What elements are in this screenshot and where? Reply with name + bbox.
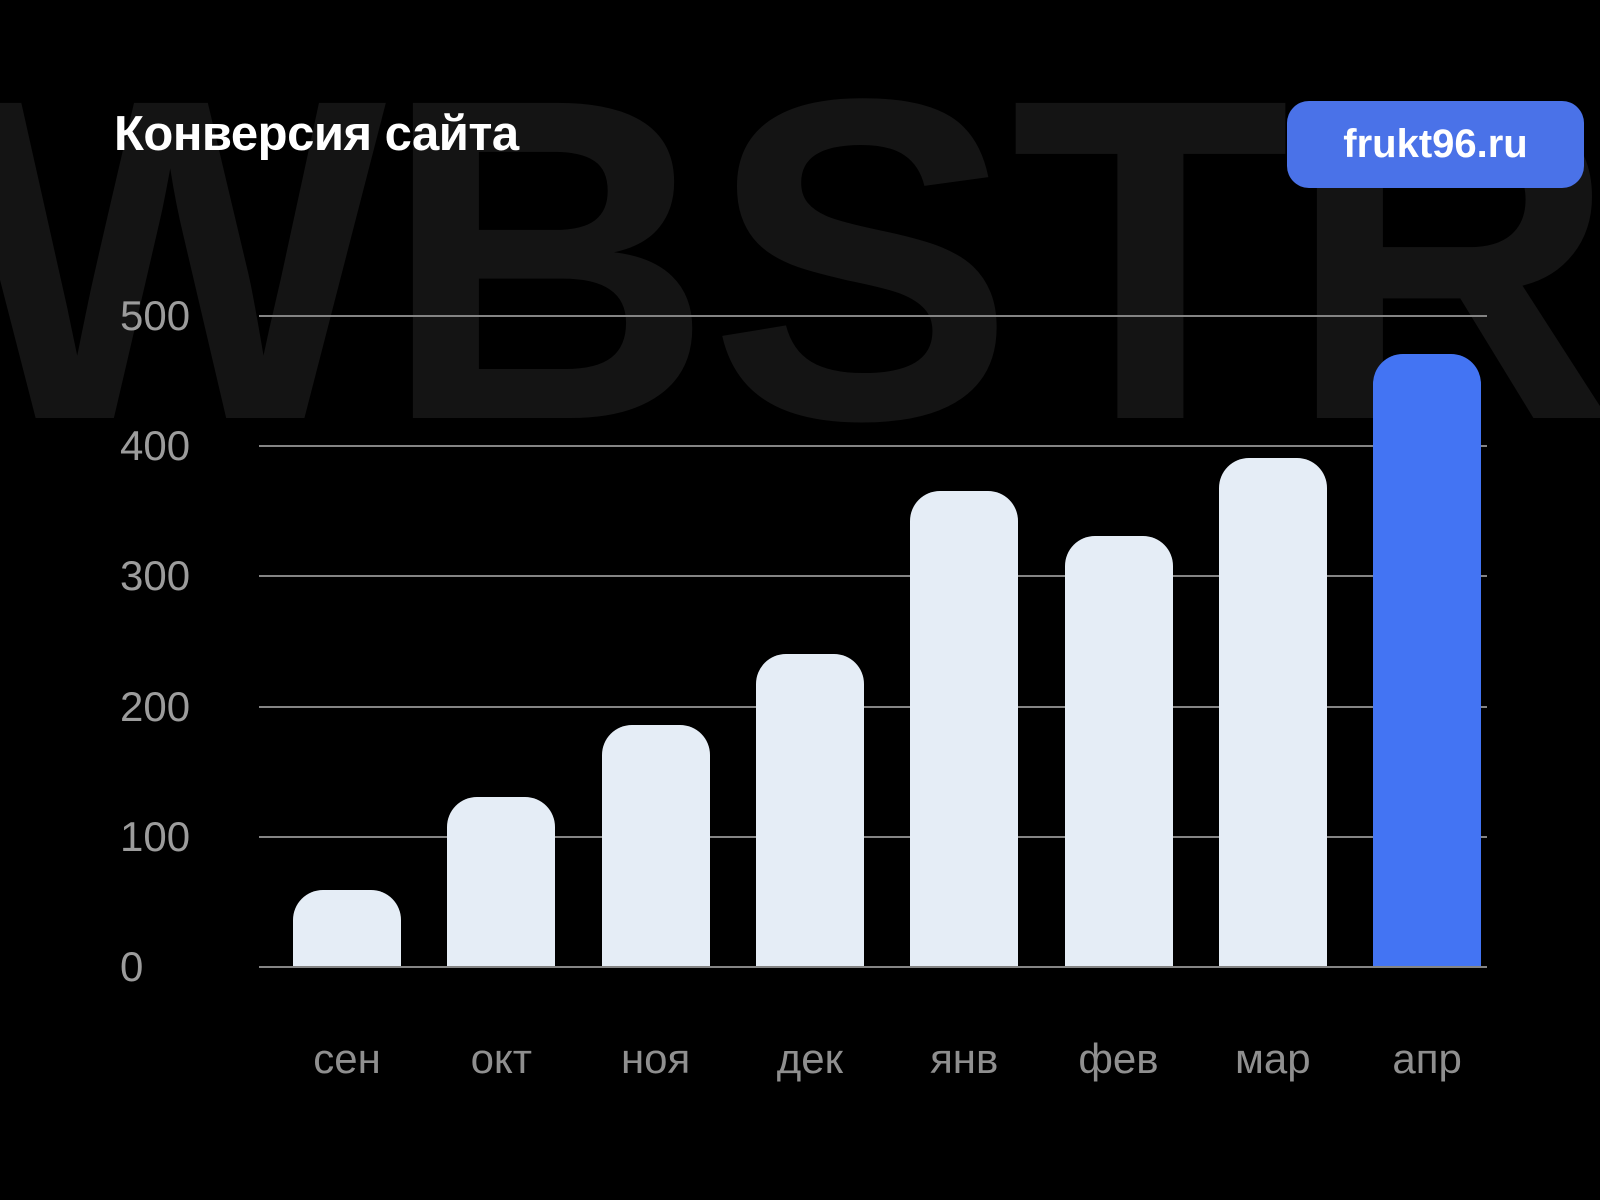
x-axis-label-4: дек (776, 1035, 844, 1082)
bar-5-янв (910, 490, 1019, 966)
gridline-400 (259, 445, 1487, 448)
y-axis-label-500: 500 (120, 292, 191, 339)
gridline-0 (259, 966, 1487, 968)
y-axis-label-100: 100 (120, 812, 191, 860)
x-axis-label-5: янв (930, 1035, 999, 1082)
bar-2-окт (447, 796, 556, 966)
x-axis-label-7: мар (1235, 1035, 1311, 1082)
x-axis-label-8: апр (1392, 1035, 1462, 1082)
bar-4-дек (755, 653, 864, 966)
bar-7-мар (1218, 458, 1327, 966)
y-axis-label-400: 400 (120, 422, 191, 470)
gridline-300 (259, 575, 1487, 578)
y-axis-label-0: 0 (120, 943, 144, 990)
gridline-200 (259, 705, 1487, 708)
y-axis-label-200: 200 (120, 682, 191, 730)
page-title: Конверсия сайта (114, 107, 519, 161)
y-axis-label-300: 300 (120, 552, 191, 600)
bar-6-фев (1064, 536, 1173, 966)
x-axis-label-3: ноя (620, 1035, 691, 1082)
background-watermark-text: WBSTR (0, 4, 1600, 516)
x-axis-label-6: фев (1078, 1035, 1159, 1082)
x-axis-label-2: окт (470, 1035, 533, 1082)
site-url-badge[interactable]: frukt96.ru (1287, 101, 1584, 188)
bar-8-апр (1373, 354, 1482, 966)
bar-1-сен (293, 890, 401, 966)
bar-3-ноя (601, 725, 710, 966)
x-axis-label-1: сен (313, 1035, 381, 1082)
gridline-100 (259, 835, 1487, 838)
gridline-500 (259, 315, 1487, 317)
